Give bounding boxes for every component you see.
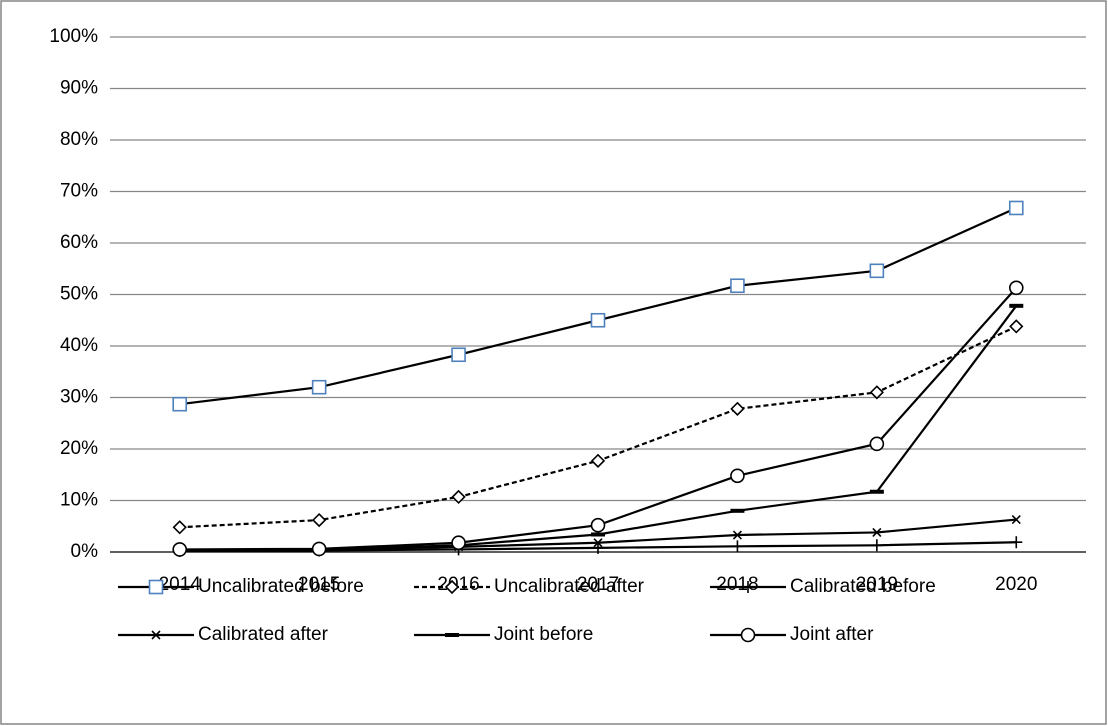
- data-point: [870, 539, 883, 552]
- data-point: [869, 263, 885, 279]
- legend-marker: [151, 630, 161, 640]
- data-point: [1010, 536, 1023, 549]
- data-point: [872, 527, 882, 537]
- data-point: [592, 541, 604, 554]
- y-tick-label: 60%: [60, 232, 98, 253]
- data-point: [312, 512, 327, 528]
- data-point: [1009, 303, 1024, 308]
- legend-label: Calibrated before: [790, 576, 936, 597]
- x-tick-label: 2015: [298, 574, 340, 595]
- legend-marker: [444, 579, 460, 595]
- legend-label: Uncalibrated before: [198, 576, 364, 597]
- data-point: [172, 542, 188, 557]
- data-point: [590, 312, 606, 328]
- data-point: [730, 401, 745, 416]
- x-tick-label: 2017: [577, 574, 619, 595]
- y-tick-label: 50%: [60, 284, 98, 305]
- data-point: [730, 508, 745, 513]
- y-tick-label: 90%: [60, 78, 98, 99]
- legend-label: Joint after: [790, 624, 874, 645]
- data-point: [311, 379, 327, 395]
- x-tick-label: 2014: [159, 574, 202, 595]
- y-tick-label: 40%: [60, 335, 98, 356]
- data-point: [730, 468, 745, 484]
- legend-marker: [445, 633, 459, 637]
- data-point: [869, 489, 884, 494]
- data-point: [172, 396, 188, 412]
- legend-label: Calibrated after: [198, 624, 329, 645]
- data-point: [869, 385, 884, 400]
- legend-marker: [742, 581, 754, 593]
- data-point: [311, 541, 327, 557]
- legend-marker: [740, 627, 756, 643]
- y-tick-label: 30%: [60, 387, 98, 408]
- y-tick-label: 70%: [60, 181, 98, 202]
- data-point: [451, 535, 466, 551]
- data-point: [591, 532, 605, 537]
- data-point: [451, 489, 466, 505]
- data-point: [732, 530, 742, 540]
- y-tick-label: 20%: [60, 438, 98, 459]
- x-tick-label: 2016: [437, 574, 479, 595]
- data-point: [593, 538, 603, 548]
- data-point: [730, 278, 745, 294]
- legend-label: Joint before: [494, 624, 593, 645]
- data-point: [1008, 280, 1024, 296]
- data-point: [1009, 319, 1024, 334]
- data-point: [172, 520, 187, 535]
- x-tick-label: 2020: [995, 574, 1037, 595]
- y-tick-label: 10%: [60, 490, 98, 511]
- legend-label: Uncalibrated after: [494, 576, 645, 597]
- legend-marker: [148, 579, 164, 595]
- x-tick-label: 2018: [716, 574, 758, 595]
- data-point: [451, 347, 466, 363]
- data-point: [731, 540, 744, 553]
- data-point: [590, 517, 606, 533]
- x-tick-label: 2019: [856, 574, 898, 595]
- y-tick-label: 100%: [49, 26, 98, 47]
- y-tick-label: 80%: [60, 129, 98, 150]
- data-point: [590, 453, 606, 468]
- data-point: [869, 436, 885, 452]
- y-tick-label: 0%: [71, 541, 99, 562]
- data-point: [1008, 200, 1024, 216]
- data-point: [1011, 514, 1021, 525]
